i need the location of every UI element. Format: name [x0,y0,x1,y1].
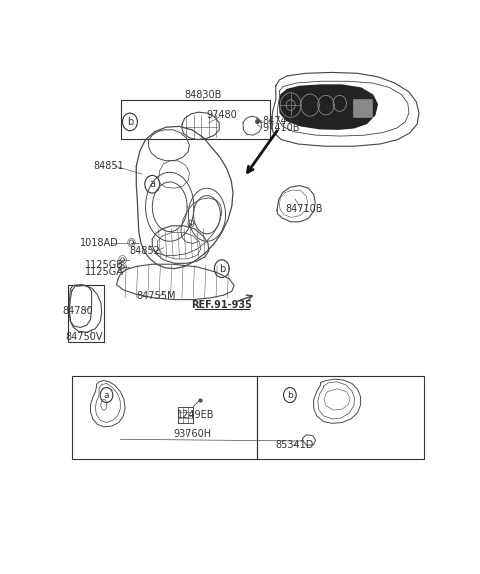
Text: 84851: 84851 [93,161,124,171]
Text: 84755M: 84755M [136,290,176,301]
Text: 85341D: 85341D [275,440,313,451]
Text: b: b [127,117,133,127]
Bar [121,100,270,139]
Text: 84830B: 84830B [184,90,222,99]
Text: b: b [287,390,293,400]
Text: a: a [149,179,155,189]
Bar [68,285,104,343]
Text: 84750V: 84750V [65,332,103,342]
Text: 1249EB: 1249EB [177,409,215,420]
Text: 84780: 84780 [62,305,93,316]
Text: 84852: 84852 [130,246,160,256]
Text: b: b [219,263,225,274]
Text: 84710B: 84710B [285,204,323,214]
Text: 84747: 84747 [263,116,294,126]
FancyBboxPatch shape [353,99,372,118]
Text: 97480: 97480 [206,110,237,121]
Text: 1125GB: 1125GB [85,259,124,270]
Text: 1125GA: 1125GA [85,267,124,277]
Polygon shape [279,84,378,130]
Bar [257,376,424,459]
Text: a: a [104,390,109,400]
Text: 1018AD: 1018AD [80,238,119,247]
Text: 97410B: 97410B [263,123,300,133]
Text: 93760H: 93760H [173,429,211,439]
Bar [72,376,257,459]
Text: REF.91-935: REF.91-935 [192,300,252,310]
